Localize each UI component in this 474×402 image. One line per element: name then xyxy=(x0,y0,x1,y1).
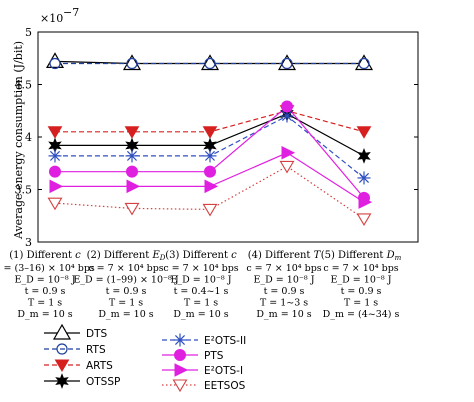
legend-label-0: DTS xyxy=(86,328,107,340)
legend-marker-6 xyxy=(174,363,189,377)
case-condition: T = 1 s xyxy=(109,298,143,309)
y-exponent-power: −7 xyxy=(63,6,79,19)
case-condition: c = 7 × 10⁴ bps xyxy=(163,263,238,274)
legend-marker-2 xyxy=(54,359,70,372)
y-tick-label: 4 xyxy=(25,131,32,144)
case-condition: c = 7 × 10⁴ bps xyxy=(246,263,321,274)
data-point-0-0 xyxy=(45,52,65,69)
data-point-0-2 xyxy=(200,54,220,71)
asterisk-stroke xyxy=(126,150,138,161)
plot-axes: 3 3.5 4 4.5 5 xyxy=(15,26,419,249)
data-point-2-4 xyxy=(356,126,372,139)
data-point-6-1 xyxy=(126,179,141,194)
data-point-7-0 xyxy=(47,197,63,211)
case-condition: t = 0.4~1 s xyxy=(174,286,229,297)
case-condition: D_m = 10 s xyxy=(98,309,153,320)
y-axis-exponent: ×10 −7 xyxy=(40,6,79,25)
case-condition: t = 0.9 s xyxy=(25,286,66,297)
legend-marker-1 xyxy=(56,343,68,355)
data-point-1-4 xyxy=(358,57,370,70)
data-point-1-0 xyxy=(49,57,61,70)
series-markers xyxy=(45,52,374,226)
legend: DTS RTS ARTS OTSSP E²OTS-II PTS E²OTS-I EETSOS xyxy=(44,323,246,393)
case-condition: c = 7 × 10⁴ bps xyxy=(323,263,398,274)
data-point-7-2 xyxy=(202,203,218,217)
data-point-2-2 xyxy=(202,126,218,139)
y-axis-label: Average energy consumption (J/bit) xyxy=(12,41,25,240)
data-point-6-3 xyxy=(281,145,296,160)
data-point-4-4 xyxy=(357,171,371,185)
data-point-1-1 xyxy=(126,57,138,70)
y-tick-label: 4.5 xyxy=(15,79,33,92)
legend-marker-3 xyxy=(55,373,69,389)
case-title: (4) Different T xyxy=(248,250,322,261)
legend-marker-0 xyxy=(52,323,72,340)
case-condition: D_m = 10 s xyxy=(173,309,228,320)
case-condition: T = 1 s xyxy=(344,298,378,309)
asterisk-stroke xyxy=(49,150,61,161)
data-point-1-3 xyxy=(281,57,293,70)
data-point-6-0 xyxy=(49,179,64,194)
case-condition: c = 7 × 10⁴ bps xyxy=(88,263,163,274)
case-condition: E_D = (1–99) × 10⁻⁸ J xyxy=(73,275,179,286)
data-point-3-4 xyxy=(357,148,371,164)
data-point-0-1 xyxy=(122,54,142,71)
data-point-4-1 xyxy=(125,149,139,163)
data-point-2-0 xyxy=(47,126,63,139)
case-title: (5) Different Dm xyxy=(321,250,402,262)
data-point-5-1 xyxy=(126,165,138,178)
case-title: (1) Different c xyxy=(9,250,81,261)
case-condition: T = 1 s xyxy=(184,298,218,309)
data-point-6-2 xyxy=(204,179,219,194)
data-point-2-1 xyxy=(124,126,140,139)
case-condition: t = 0.9 s xyxy=(341,286,382,297)
case-condition: t = 0.9 s xyxy=(106,286,147,297)
data-point-4-0 xyxy=(48,149,62,163)
data-point-1-2 xyxy=(204,57,216,70)
legend-marker-4 xyxy=(173,333,187,347)
legend-label-3: OTSSP xyxy=(86,376,120,388)
y-tick-label: 3.5 xyxy=(15,184,33,197)
data-point-5-0 xyxy=(49,165,61,178)
data-point-7-3 xyxy=(279,160,295,174)
case-condition: T = 1 s xyxy=(28,298,62,309)
legend-label-6: E²OTS-I xyxy=(204,365,243,377)
legend-marker-7 xyxy=(172,379,188,393)
case-condition: E_D = 10⁻⁸ J xyxy=(330,275,391,286)
case-condition: E_D = 10⁻⁸ J xyxy=(14,275,75,286)
legend-label-1: RTS xyxy=(86,344,106,356)
data-point-6-4 xyxy=(358,195,373,209)
case-condition: T = 1~3 s xyxy=(260,298,308,309)
data-point-7-1 xyxy=(124,202,140,216)
y-tick-label: 3 xyxy=(25,236,32,249)
data-point-7-4 xyxy=(356,213,372,226)
y-exponent-base: ×10 xyxy=(40,12,63,25)
case-condition: D_m = 10 s xyxy=(256,309,311,320)
case-condition: D_m = (4~34) s xyxy=(323,309,400,320)
case-condition: E_D = 10⁻⁸ J xyxy=(170,275,231,286)
legend-marker-5 xyxy=(174,349,186,361)
case-condition: D_m = 10 s xyxy=(17,309,72,320)
asterisk-stroke xyxy=(174,334,186,346)
asterisk-stroke xyxy=(204,150,216,161)
case-condition: c = (3–16) × 10⁴ bps xyxy=(0,263,95,274)
legend-label-7: EETSOS xyxy=(204,380,246,392)
data-point-0-3 xyxy=(277,54,297,71)
legend-label-4: E²OTS-II xyxy=(204,335,246,347)
case-title: (3) Different c xyxy=(165,250,237,261)
data-point-0-4 xyxy=(354,54,374,71)
data-point-4-2 xyxy=(203,149,217,163)
data-point-5-2 xyxy=(204,165,216,178)
asterisk-stroke xyxy=(358,172,370,183)
case-condition: t = 0.9 s xyxy=(264,286,305,297)
case-condition: E_D = 10⁻⁸ J xyxy=(253,275,314,286)
case-title: (2) Different ED xyxy=(87,250,166,262)
legend-label-5: PTS xyxy=(204,350,224,362)
legend-label-2: ARTS xyxy=(86,360,113,372)
asterisk-stroke xyxy=(281,110,293,122)
y-tick-label: 5 xyxy=(25,26,32,39)
data-point-5-3 xyxy=(281,100,293,113)
